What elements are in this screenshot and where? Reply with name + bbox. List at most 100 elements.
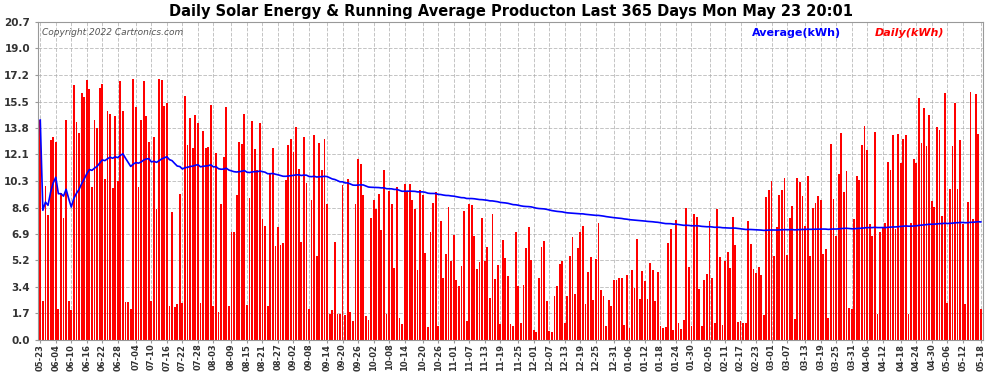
Bar [608,300,610,339]
Bar [236,195,238,339]
Bar [359,164,361,339]
Bar [825,249,827,339]
Bar [781,190,783,339]
Text: Average(kWh): Average(kWh) [751,28,841,38]
Bar [200,303,201,339]
Bar [848,308,850,339]
Bar [923,108,925,339]
Bar [618,278,620,339]
Bar [192,148,194,339]
Bar [626,274,628,339]
Bar [740,321,742,339]
Bar [951,146,953,339]
Bar [667,243,669,339]
Bar [489,298,491,339]
Bar [241,144,243,339]
Bar [861,145,863,339]
Bar [975,93,976,339]
Bar [88,90,90,339]
Bar [882,227,883,339]
Bar [507,276,509,339]
Bar [266,306,268,339]
Bar [367,320,369,339]
Bar [60,194,61,339]
Bar [810,256,811,339]
Bar [370,218,372,339]
Bar [962,224,963,339]
Bar [613,280,615,339]
Bar [856,176,857,339]
Bar [791,206,793,339]
Bar [574,294,576,339]
Bar [396,187,398,339]
Bar [481,218,483,339]
Bar [70,310,72,339]
Bar [536,332,538,339]
Bar [760,275,762,339]
Bar [571,237,573,339]
Bar [763,315,764,339]
Bar [362,195,364,339]
Bar [943,93,945,339]
Bar [57,309,59,339]
Bar [45,186,47,339]
Bar [582,226,584,339]
Bar [558,264,560,339]
Bar [646,298,648,339]
Bar [65,120,67,339]
Bar [337,314,339,339]
Bar [533,330,535,339]
Bar [277,227,279,339]
Bar [590,257,592,339]
Bar [155,209,157,339]
Bar [980,309,982,339]
Bar [251,122,253,339]
Bar [215,153,217,339]
Bar [649,263,651,339]
Bar [812,208,814,339]
Bar [778,195,780,339]
Bar [799,182,801,339]
Bar [941,216,943,339]
Bar [719,257,721,339]
Bar [895,229,897,339]
Bar [783,178,785,339]
Bar [138,187,140,339]
Bar [704,280,705,339]
Bar [595,259,597,339]
Bar [584,304,586,339]
Bar [492,214,493,339]
Bar [452,235,454,339]
Bar [711,278,713,339]
Bar [422,195,424,339]
Bar [478,262,480,339]
Bar [863,126,865,339]
Bar [67,301,69,339]
Bar [730,268,731,339]
Bar [117,182,119,339]
Bar [50,140,51,339]
Bar [228,306,230,339]
Bar [525,248,527,339]
Bar [194,115,196,339]
Bar [272,148,273,339]
Bar [463,211,465,339]
Bar [414,209,416,339]
Bar [189,117,191,339]
Bar [48,215,49,339]
Bar [637,239,639,339]
Bar [577,248,578,339]
Bar [934,207,936,339]
Bar [871,236,873,339]
Bar [52,137,54,339]
Bar [548,331,550,339]
Bar [823,254,824,339]
Bar [293,152,294,339]
Bar [830,144,832,339]
Bar [621,278,623,339]
Bar [977,134,979,339]
Bar [91,187,93,339]
Bar [259,123,260,339]
Bar [264,226,266,339]
Bar [908,314,910,339]
